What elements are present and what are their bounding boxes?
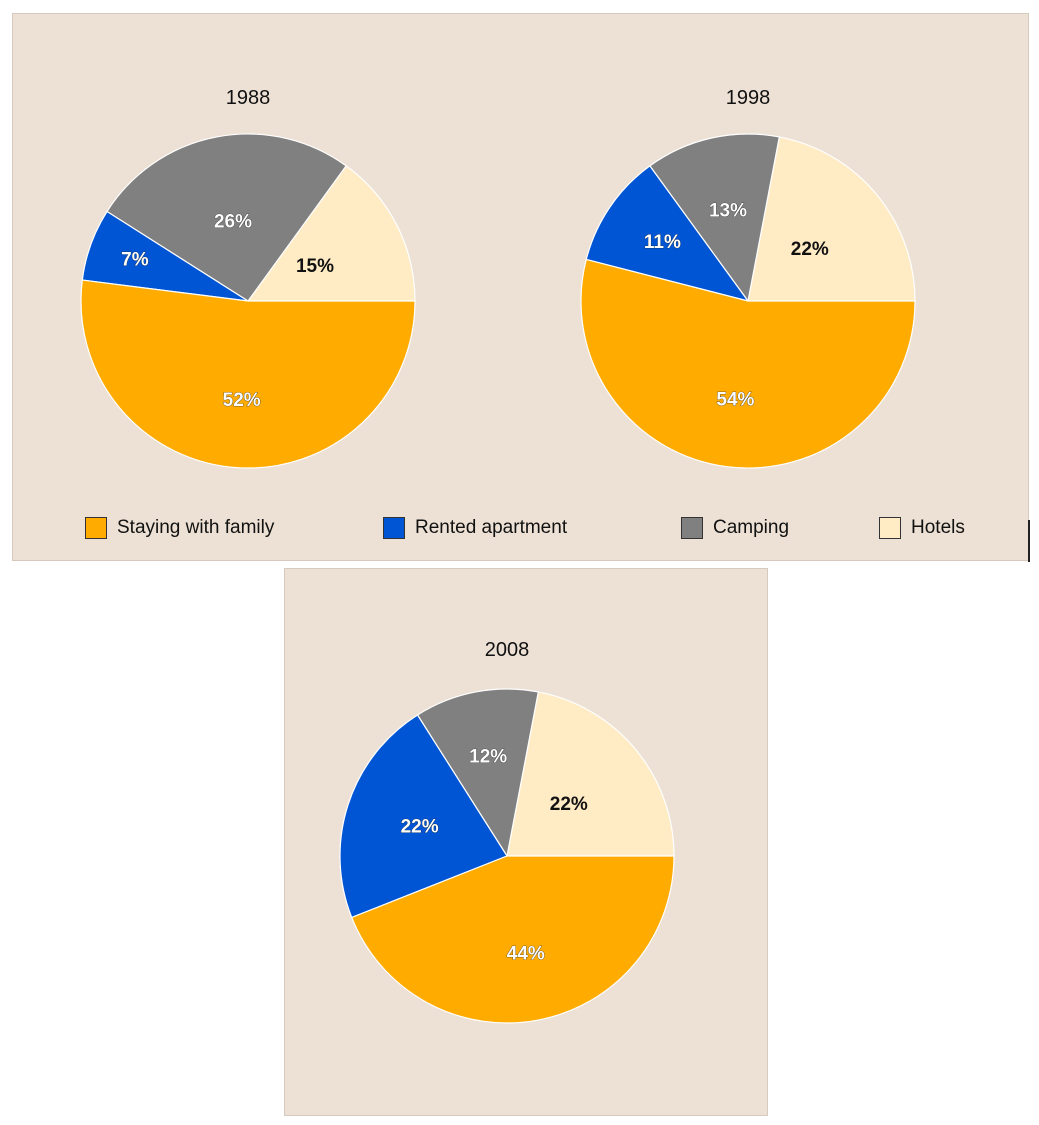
slice-label-2008-rented-apartment: 22% <box>401 817 439 838</box>
legend-label-rented-apartment: Rented apartment <box>415 517 568 538</box>
pie-slice-2008-staying-with-family <box>350 855 675 1024</box>
pie-slice-1998-staying-with-family <box>580 258 916 469</box>
chart-title-2008: 2008 <box>485 639 530 661</box>
slice-label-1998-staying-with-family: 54% <box>716 389 754 410</box>
pie-slice-1998-camping <box>649 133 780 303</box>
legend-swatch-camping <box>681 517 703 539</box>
legend-label-hotels: Hotels <box>911 517 965 538</box>
legend-item-hotels: Hotels <box>879 517 965 539</box>
panel-edge-mark <box>1028 520 1030 562</box>
slice-label-2008-hotels: 22% <box>550 794 588 815</box>
pie-slice-1998-rented-apartment <box>585 165 750 302</box>
legend-swatch-rented-apartment <box>383 517 405 539</box>
slice-label-1988-staying-with-family: 52% <box>223 390 261 411</box>
pie-slice-1988-staying-with-family <box>80 279 416 469</box>
pie-chart-2008: 2008 22% 12% 22% 44% <box>339 639 675 1024</box>
charts-panel-bottom: 2008 22% 12% 22% 44% <box>284 568 768 1116</box>
slice-label-1998-camping: 13% <box>709 200 747 221</box>
pie-slice-1988-hotels <box>246 165 416 302</box>
pie-slice-1988-camping <box>106 133 347 302</box>
pie-slice-2008-rented-apartment <box>339 714 508 919</box>
legend-item-rented-apartment: Rented apartment <box>383 517 567 539</box>
pie-charts-1988-1998: 1988 15% 26% 7% 52% 1998 22% 13% 11% 54% <box>80 87 916 469</box>
slice-label-1988-camping: 26% <box>214 211 252 232</box>
pie-slice-2008-hotels <box>506 691 675 857</box>
legend-label-camping: Camping <box>713 517 790 538</box>
legend-swatch-hotels <box>879 517 901 539</box>
legend-swatch-staying-with-family <box>85 517 107 539</box>
chart-title-1998: 1998 <box>726 87 771 109</box>
legend: Staying with family Rented apartment Cam… <box>85 517 1015 557</box>
chart-title-1988: 1988 <box>226 87 271 109</box>
legend-item-staying-with-family: Staying with family <box>85 517 274 539</box>
slice-label-1998-hotels: 22% <box>791 239 829 260</box>
legend-label-staying-with-family: Staying with family <box>117 517 275 538</box>
pie-slice-1998-hotels <box>747 136 916 302</box>
legend-item-camping: Camping <box>681 517 789 539</box>
slice-label-1988-hotels: 15% <box>296 256 334 277</box>
charts-panel-top: 1988 15% 26% 7% 52% 1998 22% 13% 11% 54% Staying … <box>12 13 1029 561</box>
slice-label-1988-rented-apartment: 7% <box>121 249 149 270</box>
slice-label-1998-rented-apartment: 11% <box>644 232 681 253</box>
slice-label-2008-staying-with-family: 44% <box>507 943 545 964</box>
slice-label-2008-camping: 12% <box>469 747 507 768</box>
pie-slice-2008-camping <box>416 688 539 858</box>
